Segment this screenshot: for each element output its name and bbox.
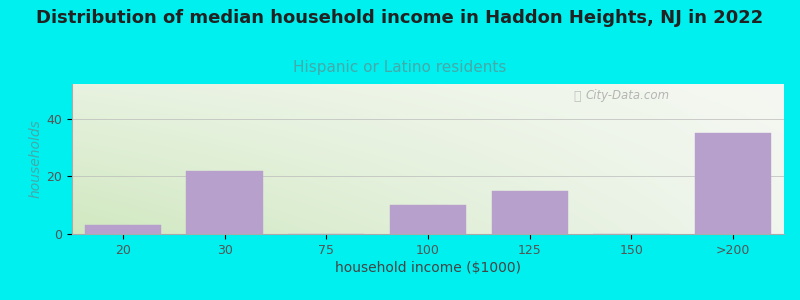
Text: ⓒ: ⓒ bbox=[574, 89, 582, 103]
Bar bbox=[491, 191, 568, 234]
Bar bbox=[85, 225, 161, 234]
Y-axis label: households: households bbox=[28, 120, 42, 198]
Text: Hispanic or Latino residents: Hispanic or Latino residents bbox=[294, 60, 506, 75]
Text: Distribution of median household income in Haddon Heights, NJ in 2022: Distribution of median household income … bbox=[36, 9, 764, 27]
X-axis label: household income ($1000): household income ($1000) bbox=[335, 261, 521, 275]
Bar bbox=[695, 133, 771, 234]
Text: City-Data.com: City-Data.com bbox=[586, 89, 670, 103]
Bar bbox=[390, 205, 466, 234]
Bar bbox=[186, 170, 262, 234]
